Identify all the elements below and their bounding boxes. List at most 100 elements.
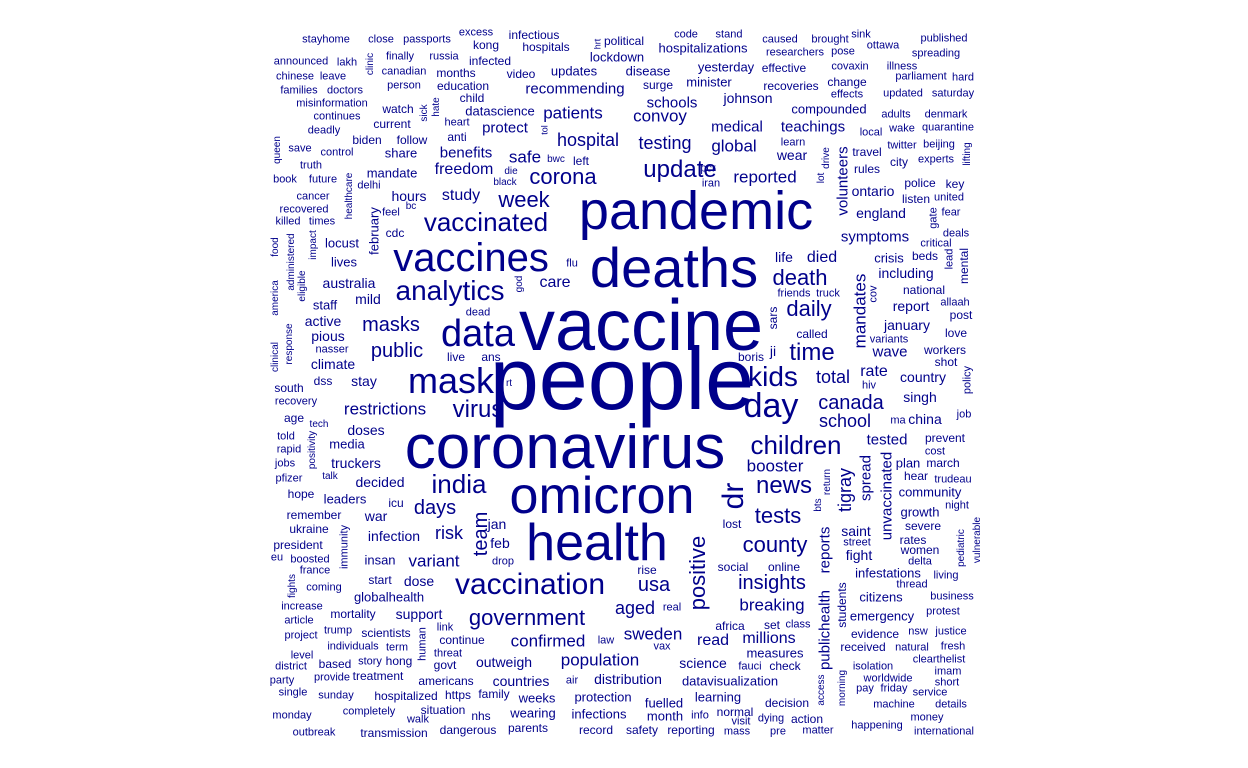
word-mandates: mandates: [850, 273, 870, 349]
word-united: united: [934, 191, 964, 204]
word-wearing: wearing: [510, 705, 556, 721]
word-countries: countries: [492, 673, 550, 689]
word-finally: finally: [385, 50, 415, 63]
word-rules: rules: [853, 162, 881, 176]
word-growth: growth: [900, 504, 940, 520]
word-vaccine: vaccine: [518, 286, 764, 366]
word-volunteers: volunteers: [834, 146, 852, 216]
word-variants: variants: [869, 333, 909, 346]
word-death: death: [772, 265, 828, 290]
word-excess: excess: [458, 26, 494, 39]
word-effects: effects: [830, 88, 864, 101]
word-january: january: [884, 317, 930, 333]
word-article: article: [284, 614, 314, 627]
word-study: study: [441, 187, 481, 204]
word-update: update: [643, 156, 717, 183]
word-story: story: [358, 655, 382, 668]
word-clinic: clinic: [365, 52, 376, 76]
word-recoveries: recoveries: [763, 79, 819, 93]
word-stay: stay: [351, 373, 377, 389]
word-lockdown: lockdown: [589, 49, 645, 65]
word-data: data: [441, 313, 515, 355]
word-parents: parents: [507, 721, 549, 735]
word-bwc: bwc: [547, 154, 565, 165]
word-policy: policy: [961, 365, 974, 395]
word-sink: sink: [851, 28, 871, 41]
word-school: school: [818, 411, 872, 431]
word-citizens: citizens: [859, 589, 903, 605]
word-infected: infected: [468, 54, 512, 68]
word-provide: provide: [313, 671, 351, 684]
word-times: times: [308, 215, 336, 228]
word-published: published: [920, 32, 968, 45]
word-hours: hours: [391, 188, 427, 204]
word-immunity: immunity: [338, 524, 351, 570]
word-researchers: researchers: [765, 46, 825, 59]
word-news: news: [755, 472, 813, 499]
word-change: change: [827, 75, 867, 89]
word-dose: dose: [403, 573, 435, 589]
word-ontario: ontario: [851, 183, 895, 199]
word-days: days: [413, 497, 457, 519]
word-trump: trump: [323, 624, 353, 637]
word-air: air: [565, 674, 579, 687]
word-live: live: [446, 350, 466, 364]
word-fights: fights: [287, 574, 298, 598]
word-impact: impact: [308, 230, 319, 260]
word-iran: iran: [701, 177, 721, 190]
word-fear: fear: [941, 206, 961, 219]
word-service: service: [912, 686, 948, 699]
word-told: told: [277, 430, 295, 443]
word-cdc: cdc: [385, 226, 405, 240]
word-datascience: datascience: [465, 103, 535, 119]
word-hospital: hospital: [556, 130, 620, 150]
word-die: die: [504, 166, 518, 177]
word-updates: updates: [550, 63, 598, 79]
word-cancer: cancer: [296, 190, 330, 203]
word-staff: staff: [312, 297, 338, 313]
word-jobs: jobs: [274, 457, 296, 470]
word-heart: heart: [444, 116, 470, 129]
word-australia: australia: [322, 275, 376, 291]
word-surge: surge: [642, 78, 674, 92]
word-wave: wave: [872, 343, 908, 361]
word-ma: ma: [890, 414, 906, 427]
word-record: record: [578, 723, 614, 737]
word-infectious: infectious: [508, 28, 560, 42]
word-drive: drive: [821, 147, 832, 169]
word-covaxin: covaxin: [831, 60, 869, 73]
word-analytics: analytics: [395, 275, 505, 306]
word-travel: travel: [852, 145, 882, 159]
word-updated: updated: [883, 87, 923, 100]
word-future: future: [308, 173, 338, 186]
word-died: died: [806, 249, 838, 266]
word-pediatric: pediatric: [956, 529, 967, 567]
word-positivity: positivity: [307, 430, 318, 470]
word-france: france: [299, 564, 331, 577]
word-govt: govt: [433, 658, 457, 672]
word-south: south: [274, 381, 304, 395]
word-sars: sars: [766, 306, 780, 330]
word-response: response: [284, 323, 295, 365]
word-benefits: benefits: [439, 144, 493, 162]
word-coronavirus: coronavirus: [404, 413, 726, 482]
word-global: global: [711, 136, 757, 156]
word-night: night: [945, 499, 969, 512]
word-fuelled: fuelled: [644, 695, 684, 711]
word-experts: experts: [917, 153, 955, 166]
word-vax: vax: [653, 640, 671, 653]
word-datavisualization: datavisualization: [681, 673, 779, 689]
word-fresh: fresh: [940, 640, 966, 653]
word-pay: pay: [856, 682, 874, 695]
word-mass: mass: [723, 725, 751, 738]
word-single: single: [278, 686, 308, 699]
word-delta: delta: [908, 555, 932, 568]
word-week: week: [498, 187, 550, 212]
word-recommending: recommending: [525, 80, 625, 98]
word-ji: ji: [769, 343, 777, 359]
word-beds: beds: [911, 249, 939, 263]
word-ans: ans: [481, 350, 501, 364]
word-kids: kids: [748, 361, 798, 392]
word-variant: variant: [408, 551, 460, 571]
